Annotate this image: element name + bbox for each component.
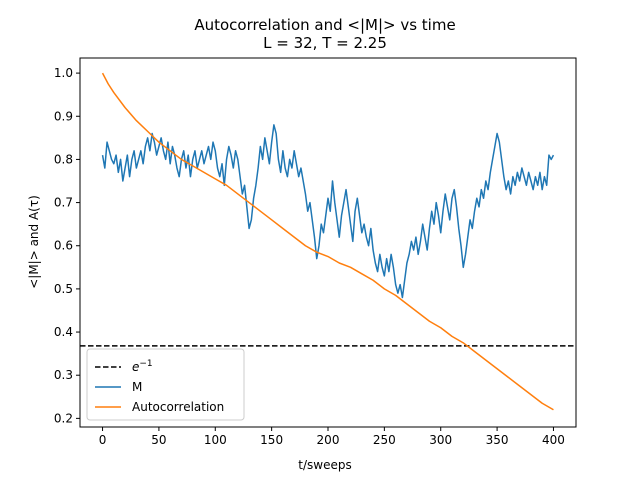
series-line-m xyxy=(101,124,555,299)
x-tick-label: 200 xyxy=(317,433,340,447)
plot-area xyxy=(80,72,576,411)
legend: e−1 M Autocorrelation xyxy=(86,348,245,421)
legend-ref-label: e−1 xyxy=(132,359,153,374)
chart-title-line1: Autocorrelation and <|M|> vs time xyxy=(194,16,455,34)
x-tick-label: 100 xyxy=(204,433,227,447)
y-tick-label: 1.0 xyxy=(54,66,73,80)
legend-box xyxy=(86,348,245,421)
y-tick-label: 0.4 xyxy=(54,325,73,339)
x-tick-label: 0 xyxy=(99,433,107,447)
y-tick-label: 0.8 xyxy=(54,152,73,166)
chart-title: Autocorrelation and <|M|> vs time L = 32… xyxy=(194,16,455,52)
legend-autocorr-label: Autocorrelation xyxy=(132,400,224,414)
legend-ref-label-sup: −1 xyxy=(139,359,152,369)
axes: 0 50 100 150 200 250 300 350 400 0.2 0.3 0.4 0.5 0.6 0… xyxy=(54,66,565,447)
y-tick-label: 0.5 xyxy=(54,282,73,296)
y-tick-label: 0.2 xyxy=(54,411,73,425)
y-tick-label: 0.9 xyxy=(54,109,73,123)
y-tick-label: 0.3 xyxy=(54,368,73,382)
x-tick-label: 50 xyxy=(151,433,166,447)
series-line-autocorrelation xyxy=(101,72,554,411)
x-tick-label: 250 xyxy=(373,433,396,447)
x-axis-label: t/sweeps xyxy=(298,458,351,472)
y-tick-label: 0.7 xyxy=(54,196,73,210)
x-tick-label: 300 xyxy=(429,433,452,447)
x-tick-label: 350 xyxy=(486,433,509,447)
y-tick-label: 0.6 xyxy=(54,239,73,253)
legend-ref-label-base: e xyxy=(132,360,139,374)
chart-subtitle: L = 32, T = 2.25 xyxy=(263,34,387,52)
plot-frame xyxy=(79,57,577,428)
x-tick-label: 400 xyxy=(542,433,565,447)
legend-m-label: M xyxy=(132,380,142,394)
y-axis-label: <|M|> and A(τ) xyxy=(27,195,41,289)
x-tick-label: 150 xyxy=(260,433,283,447)
